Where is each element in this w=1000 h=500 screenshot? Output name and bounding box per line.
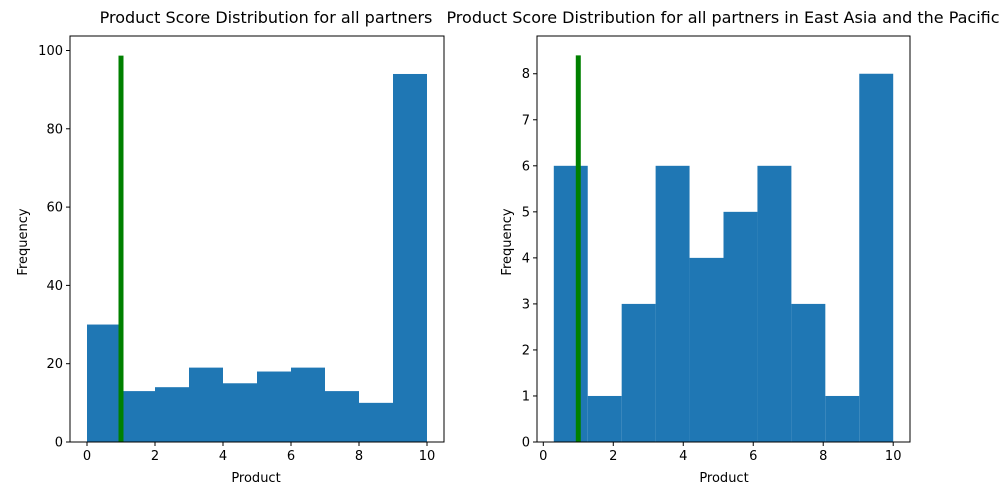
y-tick-label: 7: [522, 113, 530, 128]
y-tick-label: 3: [522, 297, 530, 312]
y-axis-label: Frequency: [500, 208, 515, 275]
histogram-bar: [621, 303, 656, 442]
histogram-bar: [791, 303, 826, 442]
histogram-bar: [257, 371, 291, 442]
chart-title: Product Score Distribution for all partn…: [446, 8, 999, 27]
y-tick-label: 100: [38, 44, 63, 59]
histogram-bar: [859, 73, 894, 442]
y-tick-label: 80: [46, 122, 63, 137]
axes-frame: [69, 35, 445, 443]
x-tick-label: 10: [885, 449, 902, 464]
histogram-panel-all-partners: Product Score Distribution for all partn…: [16, 8, 445, 486]
histogram-bar: [553, 165, 588, 443]
y-tick-label: 60: [46, 201, 63, 216]
x-tick-label: 10: [419, 449, 436, 464]
x-tick-label: 2: [609, 449, 617, 464]
y-tick-label: 20: [46, 357, 63, 372]
x-axis-label: Product: [231, 471, 280, 486]
axes-frame: [536, 35, 911, 443]
x-axis-label: Product: [699, 471, 748, 486]
histogram-bar: [155, 387, 189, 442]
histogram-bar: [689, 257, 724, 442]
y-tick-label: 0: [55, 436, 63, 451]
x-tick-label: 0: [539, 449, 547, 464]
y-tick-label: 6: [522, 159, 530, 174]
histogram-bar: [325, 391, 359, 442]
x-tick-label: 6: [749, 449, 757, 464]
y-tick-label: 40: [46, 279, 63, 294]
x-tick-label: 8: [355, 449, 363, 464]
y-axis-label: Frequency: [16, 208, 31, 275]
x-tick-label: 4: [219, 449, 227, 464]
histogram-bar: [291, 367, 325, 442]
x-tick-label: 6: [287, 449, 295, 464]
histogram-panel-east-asia-pacific: Product Score Distribution for all partn…: [446, 8, 999, 486]
y-tick-label: 5: [522, 205, 530, 220]
histogram-bar: [121, 391, 155, 442]
y-tick-label: 1: [522, 389, 530, 404]
x-tick-label: 8: [819, 449, 827, 464]
histogram-bar: [87, 324, 121, 442]
y-tick-label: 4: [522, 251, 530, 266]
histogram-bar: [825, 395, 860, 442]
histogram-bar: [393, 73, 427, 442]
histogram-bar: [223, 383, 257, 442]
y-tick-label: 8: [522, 67, 530, 82]
y-tick-label: 0: [522, 436, 530, 451]
histogram-bar: [655, 165, 690, 443]
x-tick-label: 4: [679, 449, 687, 464]
histogram-bar: [723, 211, 758, 442]
x-tick-label: 2: [151, 449, 159, 464]
histogram-bar: [359, 402, 393, 442]
y-tick-label: 2: [522, 343, 530, 358]
histogram-bar: [587, 395, 622, 442]
chart-title: Product Score Distribution for all partn…: [100, 8, 433, 27]
histogram-bar: [189, 367, 223, 442]
x-tick-label: 0: [83, 449, 91, 464]
histogram-bar: [757, 165, 792, 443]
